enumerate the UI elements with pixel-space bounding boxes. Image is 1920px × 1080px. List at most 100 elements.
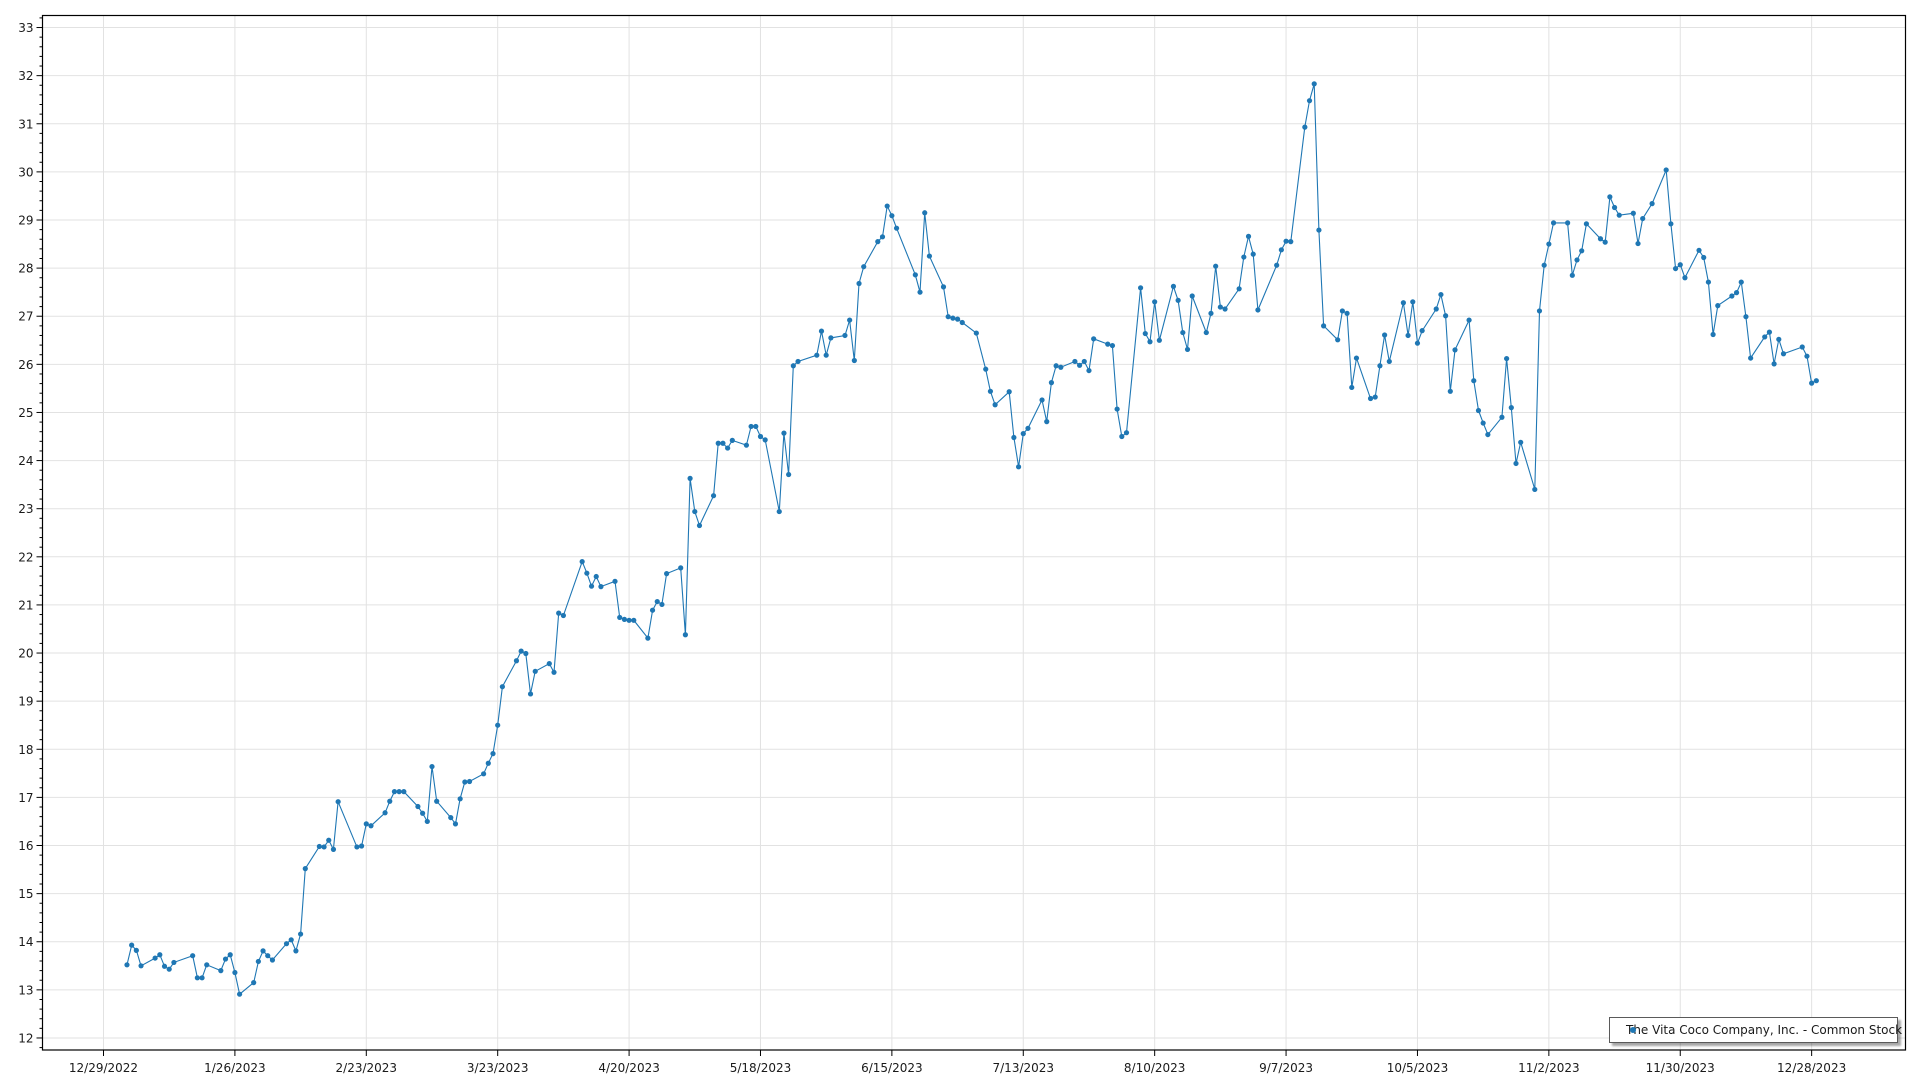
data-point <box>1640 215 1646 222</box>
data-point <box>875 239 881 245</box>
data-point <box>973 330 979 336</box>
y-tick-label: 30 <box>18 165 33 179</box>
data-point <box>260 948 266 954</box>
x-tick-label: 1/26/2023 <box>204 1061 266 1075</box>
data-point <box>363 821 369 827</box>
data-point <box>1738 279 1744 285</box>
data-point <box>485 760 491 766</box>
data-point <box>1419 328 1425 334</box>
data-point <box>415 803 421 810</box>
data-point <box>1081 358 1087 365</box>
data-point <box>382 810 388 816</box>
data-point <box>823 352 829 358</box>
data-point <box>678 565 684 571</box>
data-point <box>1616 212 1622 218</box>
data-point <box>983 366 989 372</box>
data-point <box>499 684 505 690</box>
data-point <box>621 616 627 622</box>
data-point <box>1072 358 1078 365</box>
data-point <box>818 328 825 334</box>
data-point <box>579 559 585 565</box>
data-point <box>842 332 848 339</box>
data-point <box>584 570 590 576</box>
data-point <box>959 319 965 326</box>
data-point <box>1668 221 1674 227</box>
data-point <box>556 610 562 616</box>
data-point <box>729 437 735 443</box>
data-point <box>1335 337 1341 343</box>
data-point <box>1813 378 1819 384</box>
data-point <box>1574 257 1580 263</box>
x-tick-label: 9/7/2023 <box>1259 1061 1313 1075</box>
x-tick-label: 12/29/2022 <box>69 1061 138 1075</box>
data-point <box>588 583 595 589</box>
data-point <box>1020 431 1026 437</box>
data-point <box>945 314 951 320</box>
data-point <box>1682 275 1688 281</box>
data-point <box>1705 279 1712 285</box>
x-tick-label: 6/15/2023 <box>861 1061 923 1075</box>
data-point <box>743 442 750 448</box>
legend-label: The Vita Coco Company, Inc. - Common Sto… <box>1626 1023 1903 1037</box>
data-point <box>1541 262 1547 268</box>
data-point <box>269 957 276 963</box>
data-point <box>1189 293 1195 299</box>
data-point <box>1438 291 1444 298</box>
data-point <box>190 953 196 959</box>
plot-area-frame <box>41 14 1907 1051</box>
data-point <box>161 963 168 969</box>
data-point <box>1105 341 1111 347</box>
data-point <box>424 818 430 825</box>
data-point <box>335 799 341 805</box>
data-point <box>429 763 435 770</box>
data-point <box>1630 210 1636 216</box>
data-point <box>1696 247 1702 253</box>
data-point <box>359 843 365 849</box>
y-tick-label: 14 <box>18 935 33 949</box>
series-line <box>126 83 1817 996</box>
data-point <box>236 991 243 997</box>
data-point <box>757 433 764 440</box>
data-point <box>1485 431 1491 438</box>
y-tick-label: 23 <box>18 502 33 516</box>
data-point <box>748 423 754 430</box>
data-point <box>1602 239 1608 245</box>
y-tick-label: 19 <box>18 695 33 709</box>
y-axis: 12 13 14 15 16 17 18 19 20 21 22 23 24 25 26 27 28 29 30 31… <box>18 17 43 1049</box>
data-point <box>434 798 440 804</box>
data-point <box>1213 263 1219 269</box>
data-point <box>152 955 158 961</box>
data-point <box>1245 233 1252 239</box>
data-point <box>710 493 717 499</box>
data-point <box>401 789 407 795</box>
data-point <box>1039 397 1045 403</box>
data-point <box>1518 439 1524 445</box>
data-point <box>1109 342 1116 349</box>
data-point <box>1804 353 1810 359</box>
data-point <box>617 614 623 621</box>
data-point <box>1776 336 1782 342</box>
data-point <box>1274 262 1280 268</box>
data-point <box>1048 380 1055 386</box>
data-point <box>1382 332 1388 338</box>
data-point <box>1546 241 1552 247</box>
data-point <box>1550 220 1557 226</box>
y-tick-label: 17 <box>18 791 33 805</box>
legend: The Vita Coco Company, Inc. - Common Sto… <box>1609 1017 1902 1043</box>
data-point <box>950 315 956 321</box>
y-tick-label: 33 <box>18 21 33 35</box>
data-point <box>546 661 552 667</box>
data-point <box>987 388 994 394</box>
data-point <box>396 789 402 795</box>
data-point <box>1184 346 1191 353</box>
data-point <box>631 617 637 623</box>
data-point <box>1743 314 1749 320</box>
data-point <box>664 571 670 577</box>
data-point <box>532 668 538 674</box>
data-point <box>495 722 501 728</box>
data-point <box>466 778 473 785</box>
data-point <box>288 937 294 943</box>
data-point <box>1447 388 1453 394</box>
data-point <box>527 691 534 697</box>
